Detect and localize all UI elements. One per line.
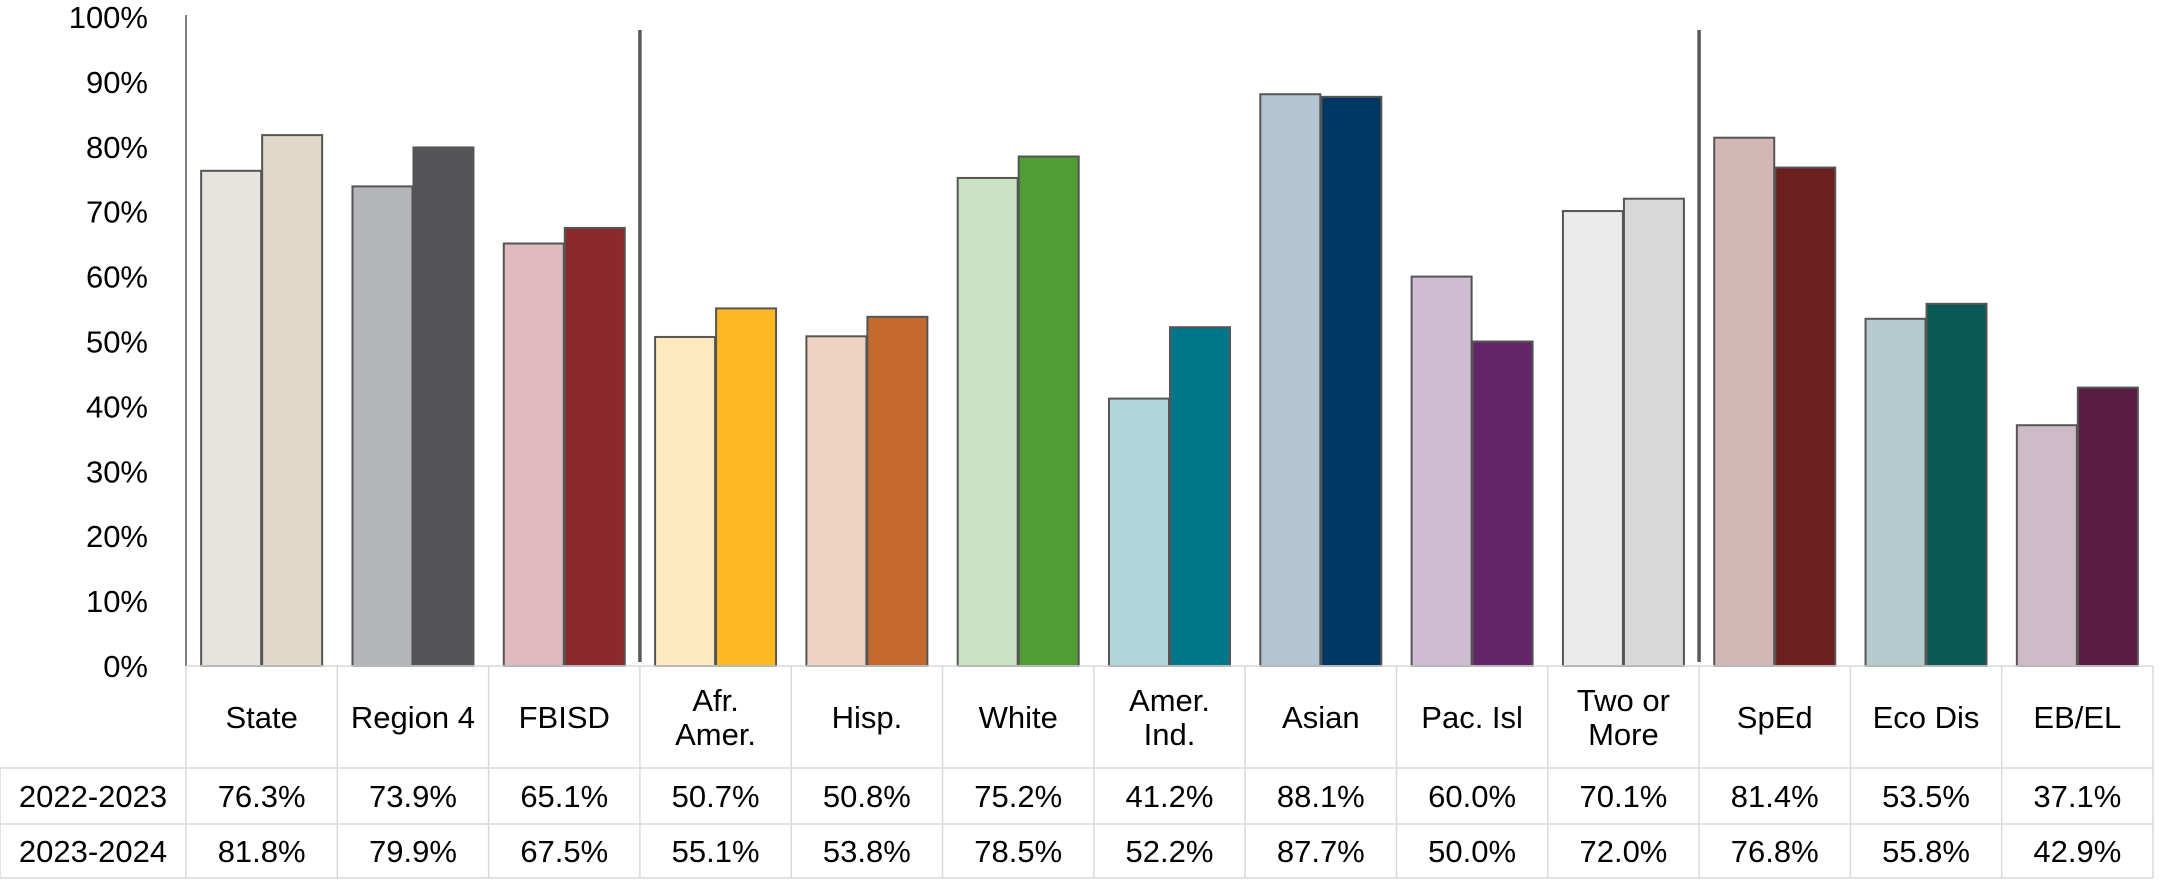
y-tick-label: 80% <box>86 130 148 165</box>
bar-2023-2024-eco-dis <box>1925 302 1988 667</box>
category-label: White <box>979 700 1058 735</box>
bar-2023-2024-eb-el <box>2076 386 2139 667</box>
bar-2022-2023-white <box>956 176 1019 667</box>
data-label: 42.9% <box>2033 834 2121 869</box>
bar-2023-2024-two-or-more <box>1622 197 1685 667</box>
bar-2022-2023-eb-el <box>2015 424 2078 668</box>
y-tick-label: 10% <box>86 584 148 619</box>
data-label: 87.7% <box>1277 834 1365 869</box>
bar-2022-2023-region-4 <box>351 185 414 667</box>
bar-2022-2023-afr-amer- <box>654 335 717 667</box>
series-label: 2022-2023 <box>19 779 167 814</box>
category-label: Hisp. <box>832 700 903 735</box>
bar-2023-2024-white <box>1017 155 1080 667</box>
y-axis: 0% 10% 20% 30% 40% 50% 60% 70% 80% 90% 100% <box>69 0 187 684</box>
data-table: State Region 4 FBISD Afr. Amer. Hisp. White Ame… <box>0 665 2154 879</box>
bar-2023-2024-afr-amer- <box>715 307 778 667</box>
y-tick-label: 30% <box>86 454 148 489</box>
data-label: 76.3% <box>218 779 306 814</box>
y-tick-label: 90% <box>86 65 148 100</box>
y-tick-label: 0% <box>103 649 148 684</box>
data-label: 78.5% <box>974 834 1062 869</box>
data-label: 50.8% <box>823 779 911 814</box>
category-label: Amer. Ind. <box>1129 683 1210 752</box>
bar-2022-2023-fbisd <box>502 242 565 667</box>
bar-2023-2024-fbisd <box>563 226 626 668</box>
data-label: 60.0% <box>1428 779 1516 814</box>
data-label: 75.2% <box>974 779 1062 814</box>
category-label: Eco Dis <box>1873 700 1980 735</box>
y-tick-label: 50% <box>86 325 148 360</box>
data-label: 53.5% <box>1882 779 1970 814</box>
bar-2022-2023-asian <box>1259 93 1322 667</box>
category-label: Afr. Amer. <box>675 683 756 752</box>
series-label: 2023-2024 <box>19 834 167 869</box>
bar-2023-2024-asian <box>1320 95 1383 667</box>
bar-2022-2023-pac-isl <box>1410 275 1473 667</box>
category-label: SpEd <box>1737 700 1813 735</box>
data-label: 50.0% <box>1428 834 1516 869</box>
data-label: 67.5% <box>520 834 608 869</box>
category-label: Pac. Isl <box>1421 700 1523 735</box>
data-label: 65.1% <box>520 779 608 814</box>
bars <box>200 93 2139 668</box>
data-label: 41.2% <box>1126 779 1214 814</box>
data-label: 53.8% <box>823 834 911 869</box>
category-label: Two or More <box>1577 683 1670 752</box>
category-label: State <box>225 700 297 735</box>
bar-2022-2023-eco-dis <box>1864 317 1927 667</box>
data-label: 52.2% <box>1126 834 1214 869</box>
data-label: 50.7% <box>672 779 760 814</box>
bar-2023-2024-region-4 <box>412 146 475 668</box>
bar-2022-2023-two-or-more <box>1561 210 1624 667</box>
bar-2022-2023-amer-ind- <box>1108 397 1170 667</box>
category-label: FBISD <box>519 700 610 735</box>
data-label: 81.4% <box>1731 779 1819 814</box>
y-tick-label: 20% <box>86 519 148 554</box>
bar-2023-2024-sped <box>1774 166 1837 667</box>
category-label: Region 4 <box>351 700 475 735</box>
data-label: 70.1% <box>1579 779 1667 814</box>
bar-2023-2024-amer-ind- <box>1169 326 1231 667</box>
data-label: 73.9% <box>369 779 457 814</box>
bar-2023-2024-pac-isl <box>1471 340 1534 667</box>
bar-2022-2023-sped <box>1713 136 1776 668</box>
data-label: 55.1% <box>672 834 760 869</box>
bar-2022-2023-hisp- <box>805 335 868 667</box>
bar-2023-2024-state <box>261 134 324 668</box>
data-label: 72.0% <box>1579 834 1667 869</box>
y-tick-label: 60% <box>86 260 148 295</box>
category-label: EB/EL <box>2033 700 2121 735</box>
bar-2023-2024-hisp- <box>866 315 929 667</box>
y-tick-label: 40% <box>86 389 148 424</box>
data-label: 76.8% <box>1731 834 1819 869</box>
group-separators <box>638 30 1701 662</box>
data-label: 55.8% <box>1882 834 1970 869</box>
data-label: 88.1% <box>1277 779 1365 814</box>
y-tick-label: 70% <box>86 195 148 230</box>
category-label: Asian <box>1282 700 1360 735</box>
data-label: 37.1% <box>2033 779 2121 814</box>
y-tick-label: 100% <box>69 0 148 35</box>
data-label: 81.8% <box>218 834 306 869</box>
bar-2022-2023-state <box>200 169 263 668</box>
data-label: 79.9% <box>369 834 457 869</box>
